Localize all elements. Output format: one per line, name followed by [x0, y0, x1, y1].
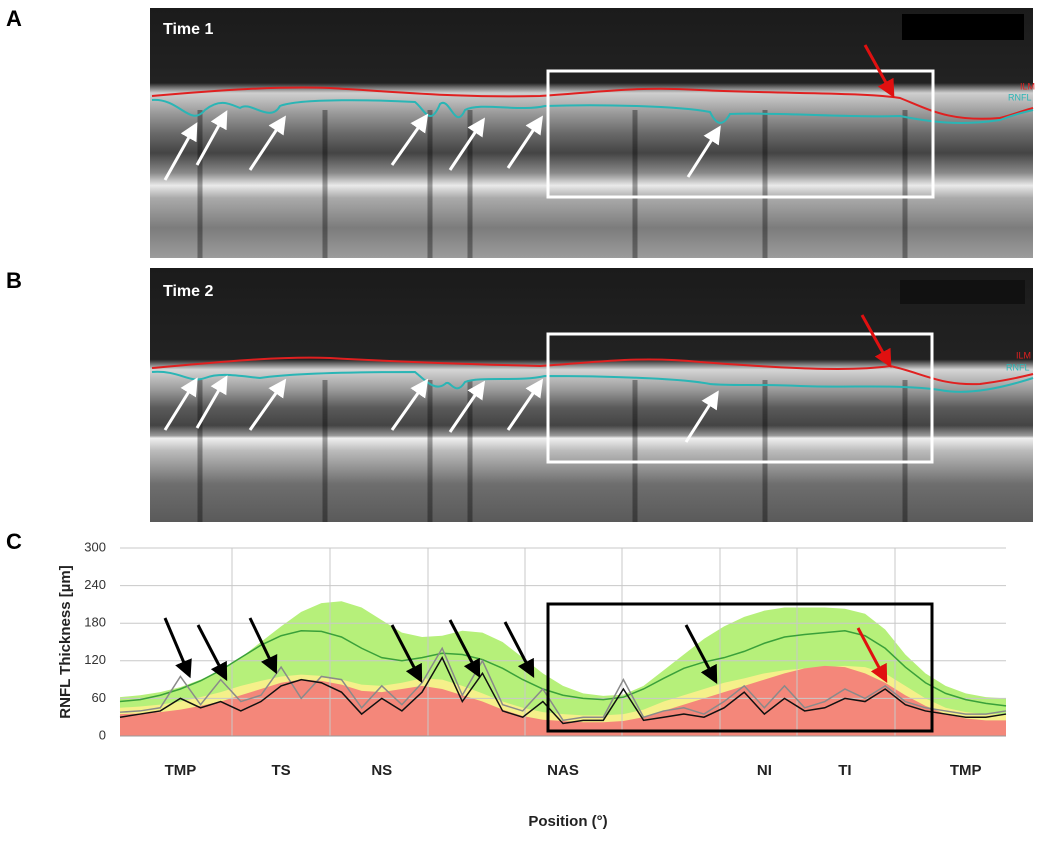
arrow [390, 624, 423, 683]
x-tick-label: TMP [950, 762, 982, 779]
redaction [900, 280, 1025, 304]
x-tick-label: NS [371, 762, 392, 779]
line [119, 629, 1007, 707]
rnfl-label: RNFL [1008, 92, 1032, 102]
panel-b: B Time 2 ILM RNFL [6, 268, 1034, 522]
y-tick-label: 240 [84, 577, 106, 592]
y-tick-label: 300 [84, 539, 106, 554]
redaction [902, 14, 1024, 40]
panel-label: B [6, 268, 22, 293]
roi-box [546, 69, 935, 199]
rnfl-line [151, 370, 1034, 393]
panel-title: Time 1 [163, 21, 214, 38]
x-tick-label: NI [757, 762, 772, 779]
x-axis-label: Position (°) [528, 813, 607, 830]
chart-annotations [163, 602, 934, 733]
red-arrow [856, 627, 888, 683]
arrows [163, 110, 721, 181]
y-tick-label: 0 [99, 727, 106, 742]
arrow [503, 621, 535, 678]
arrow [448, 619, 481, 678]
y-axis-label: RNFL Thickness [µm] [57, 565, 74, 718]
y-tick-label: 120 [84, 652, 106, 667]
line [119, 646, 1007, 722]
x-tick-label: TMP [165, 762, 197, 779]
arrow [163, 617, 192, 679]
arrow [196, 624, 228, 681]
roi-box [546, 602, 934, 733]
x-tick-label: TS [272, 762, 291, 779]
arrows [163, 375, 719, 443]
oct-image [150, 8, 1033, 258]
rnfl-label: RNFL [1006, 362, 1030, 372]
roi-box [546, 332, 934, 464]
x-tick-label: NAS [547, 762, 579, 779]
oct-image [150, 268, 1033, 522]
panel-label: A [6, 6, 22, 31]
arrow [248, 617, 278, 675]
red-arrow [860, 314, 892, 368]
ilm-line [151, 356, 1034, 386]
x-tick-label: TI [838, 762, 851, 779]
arrow [684, 624, 718, 684]
panel-title: Time 2 [163, 283, 214, 300]
ilm-label: ILM [1016, 350, 1031, 360]
ilm-label: ILM [1020, 81, 1035, 91]
red-arrow [863, 44, 895, 98]
area [120, 665, 1006, 736]
panel-label: C [6, 529, 22, 554]
chart: RNFL Thickness [µm] Position (°) 0 60 120 1… [57, 539, 1007, 830]
rnfl-line [151, 98, 1034, 124]
y-tick-label: 60 [92, 690, 106, 705]
panel-a: A Time 1 ILM RNFL [6, 6, 1035, 258]
line [119, 656, 1007, 725]
y-tick-label: 180 [84, 615, 106, 630]
ilm-line [151, 86, 1034, 120]
